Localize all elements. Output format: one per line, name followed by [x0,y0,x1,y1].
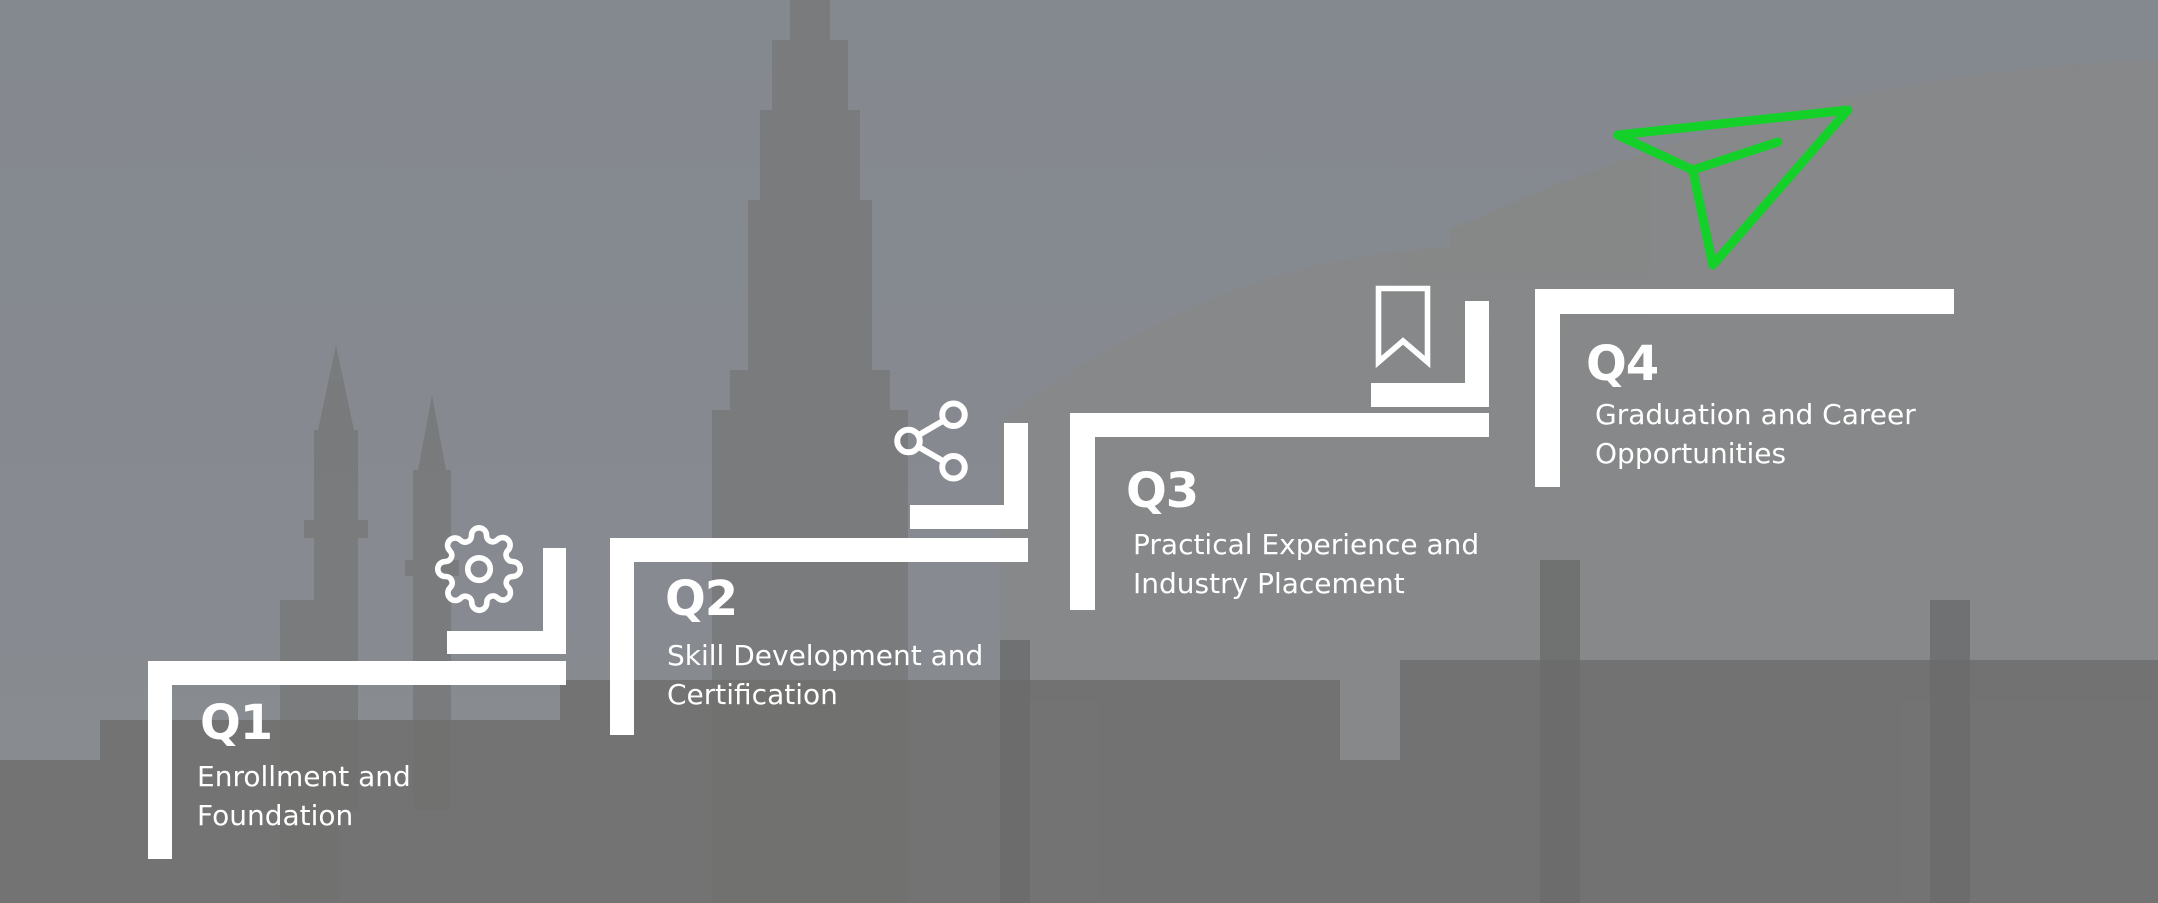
step-q3-tread [1070,413,1489,437]
step-q3-bracket-h [1371,383,1489,407]
step-q2-tread [610,538,1028,562]
bookmark-icon [1375,285,1431,369]
gear-icon [435,525,523,613]
send-icon [1613,105,1853,270]
step-q2-bracket-h [910,505,1028,529]
step-q2-riser [610,538,634,735]
step-q2-description: Skill Development and Certification [667,639,984,711]
step-q3-title: Q3 [1126,463,1199,519]
step-q4-description: Graduation and Career Opportunities [1595,398,1916,470]
step-q1-title: Q1 [200,695,273,751]
step-q3-description: Practical Experience and Industry Placem… [1133,528,1480,600]
step-q4-title: Q4 [1586,336,1659,392]
step-q1-bracket-h [447,631,566,654]
step-q1-description: Enrollment and Foundation [197,760,411,832]
step-q1-riser [148,661,172,859]
share-icon [894,400,968,482]
step-q1-tread [148,661,566,685]
step-q1-bracket-v [543,548,566,654]
step-q4-tread [1535,289,1954,314]
step-q3-riser [1070,413,1095,610]
step-q2-title: Q2 [665,571,738,627]
step-q4-riser [1535,289,1560,487]
